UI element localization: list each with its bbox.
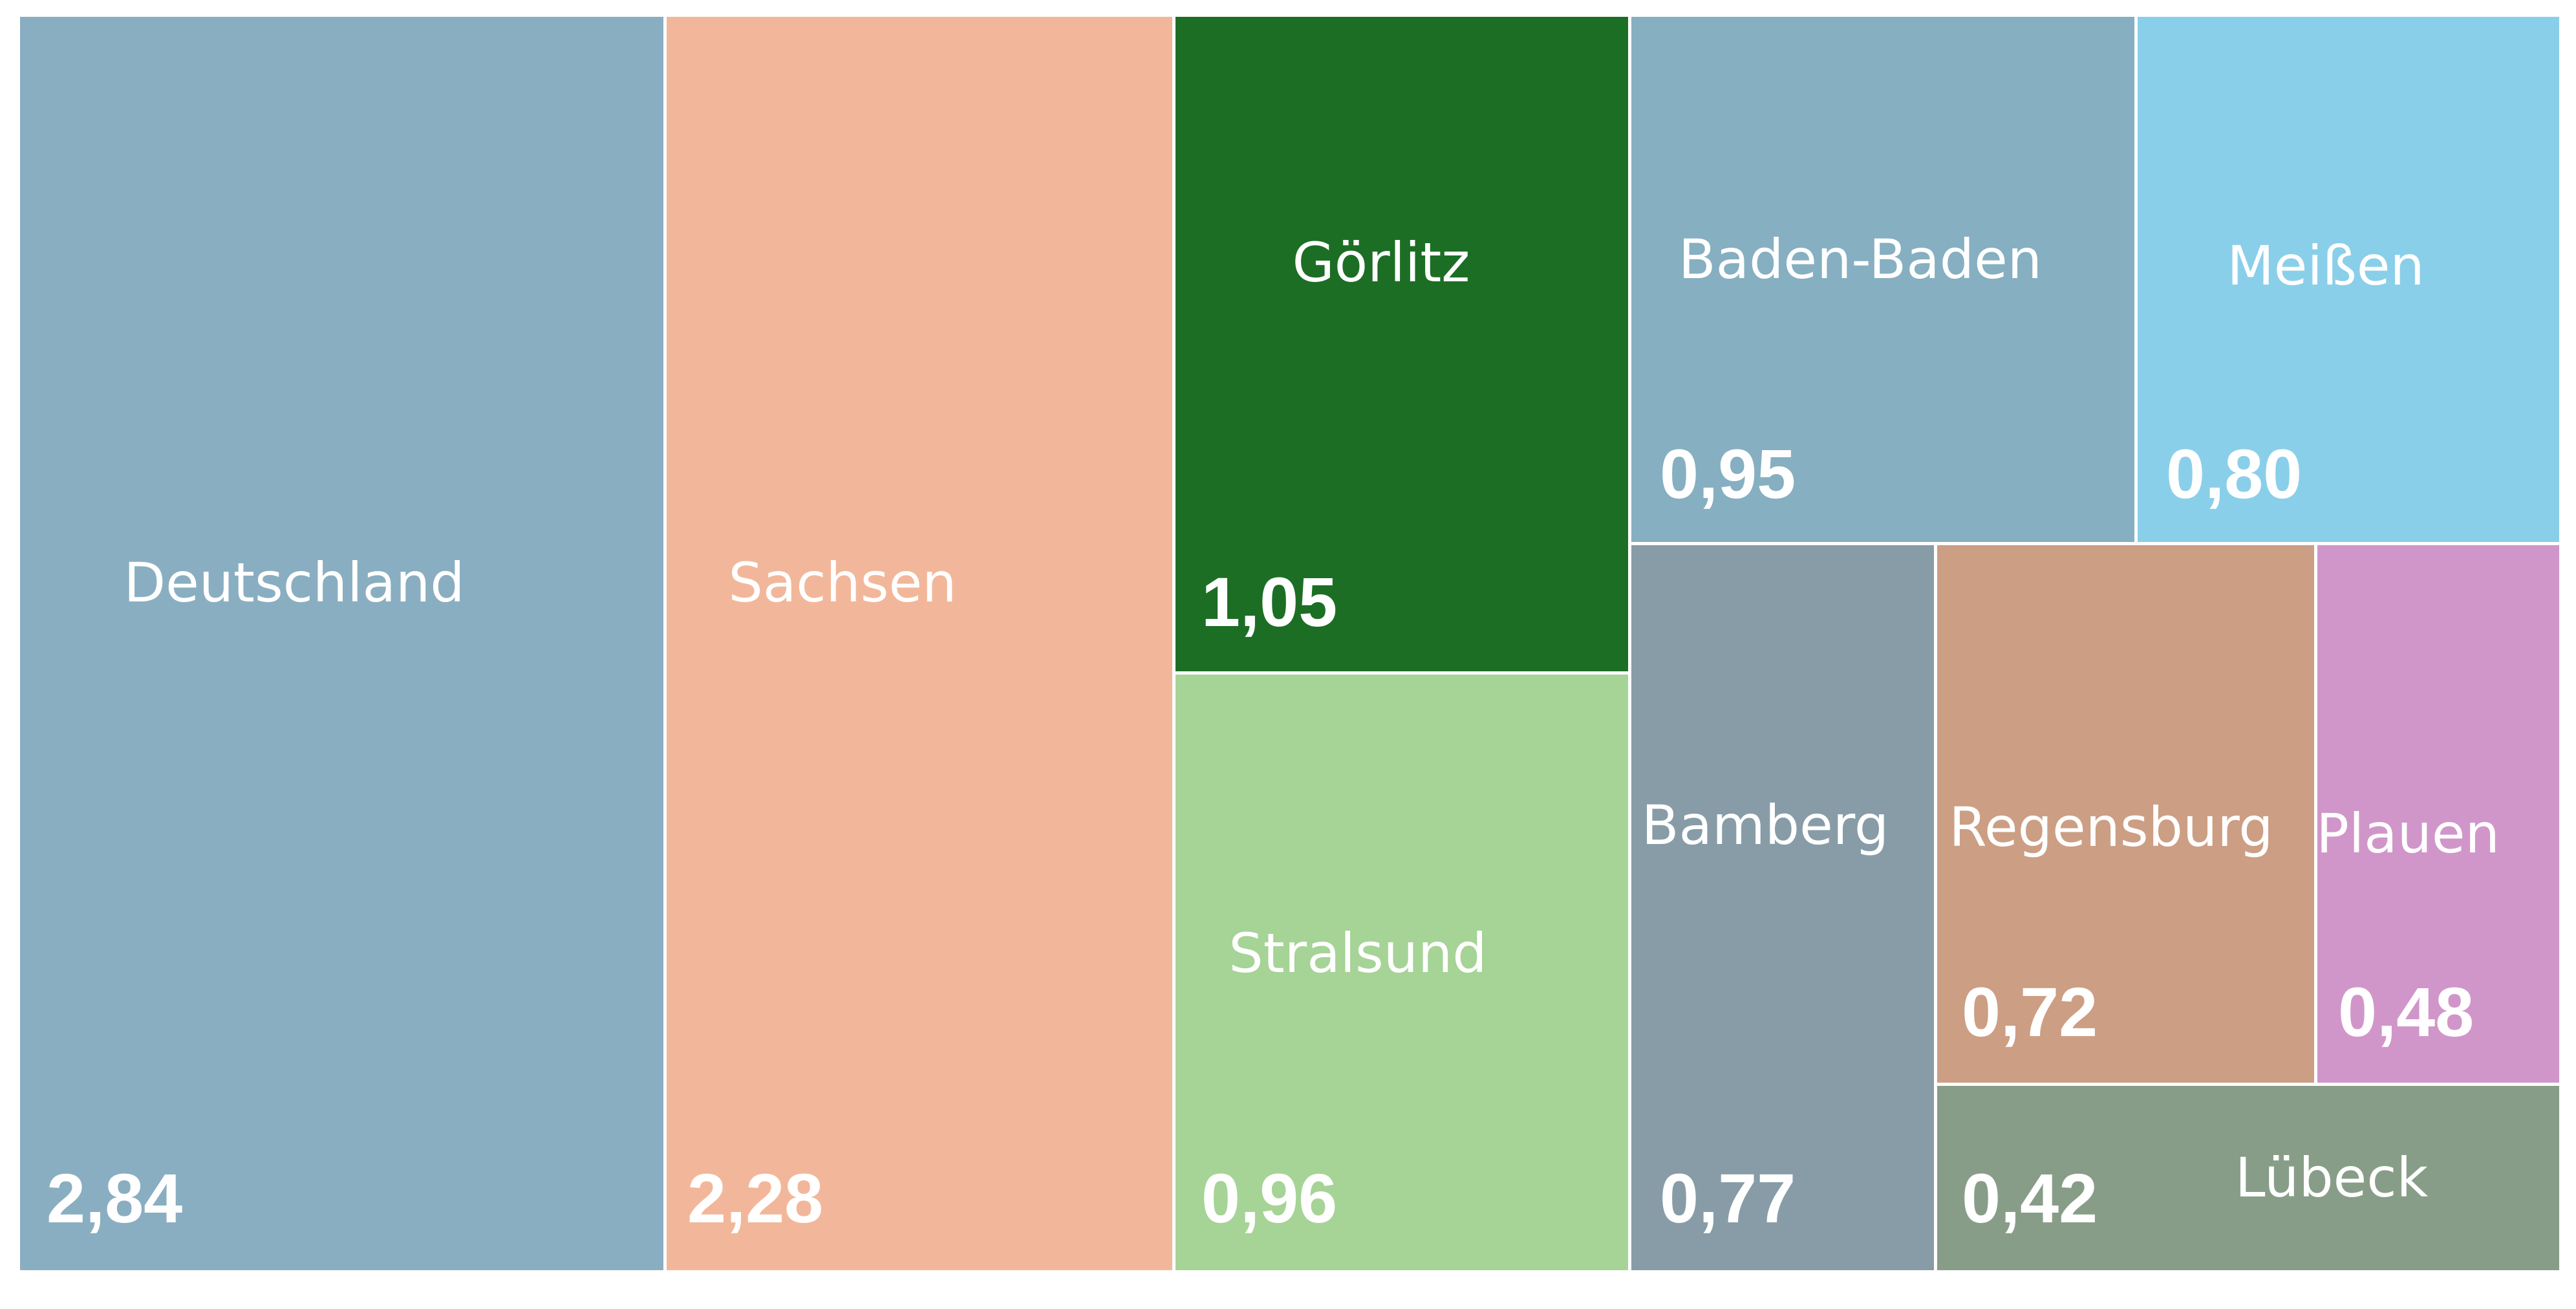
tile-rect-sachsen [667,17,1172,1270]
tile-plauen: Plauen 0,48 [2316,545,2559,1083]
tile-value-deutschland: 2,84 [47,1159,182,1237]
tile-baden-baden: Baden-Baden 0,95 [1631,17,2134,542]
tile-rect-plauen [2317,545,2559,1083]
tile-rect-deutschland [20,17,663,1270]
tile-rect-baden-baden [1631,17,2134,542]
tile-sachsen: Sachsen 2,28 [667,17,1172,1270]
tile-value-meissen: 0,80 [2166,435,2302,513]
tile-label-bamberg: Bamberg [1642,794,1889,857]
tile-rect-luebeck [1937,1086,2559,1270]
tile-rect-goerlitz [1175,17,1628,671]
tile-rect-bamberg [1631,545,1934,1270]
tile-bamberg: Bamberg 0,77 [1631,545,1934,1270]
tile-label-meissen: Meißen [2227,234,2424,298]
tile-value-goerlitz: 1,05 [1201,563,1337,641]
tile-label-baden-baden: Baden-Baden [1679,228,2042,291]
tile-goerlitz: Görlitz 1,05 [1175,17,1628,671]
tile-label-plauen: Plauen [2316,802,2500,865]
tile-value-sachsen: 2,28 [687,1159,823,1237]
tile-rect-regensburg [1937,545,2314,1083]
tile-deutschland: Deutschland 2,84 [20,17,663,1270]
tile-value-plauen: 0,48 [2338,973,2474,1051]
tile-stralsund: Stralsund 0,96 [1175,675,1628,1270]
tile-value-stralsund: 0,96 [1201,1159,1337,1237]
tile-regensburg: Regensburg 0,72 [1937,545,2314,1083]
tile-label-stralsund: Stralsund [1229,922,1487,985]
tile-value-luebeck: 0,42 [1962,1159,2098,1237]
tile-meissen: Meißen 0,80 [2138,17,2559,542]
tile-rect-meissen [2138,17,2559,542]
tile-luebeck: Lübeck 0,42 [1937,1086,2559,1270]
tile-value-regensburg: 0,72 [1962,973,2098,1051]
tile-label-luebeck: Lübeck [2235,1146,2429,1209]
tile-value-bamberg: 0,77 [1660,1159,1796,1237]
tile-rect-stralsund [1175,675,1628,1270]
tile-label-sachsen: Sachsen [729,551,957,614]
tile-label-deutschland: Deutschland [123,551,464,614]
tile-label-regensburg: Regensburg [1949,795,2273,859]
tile-label-goerlitz: Görlitz [1293,231,1470,294]
tile-value-baden-baden: 0,95 [1660,435,1796,513]
